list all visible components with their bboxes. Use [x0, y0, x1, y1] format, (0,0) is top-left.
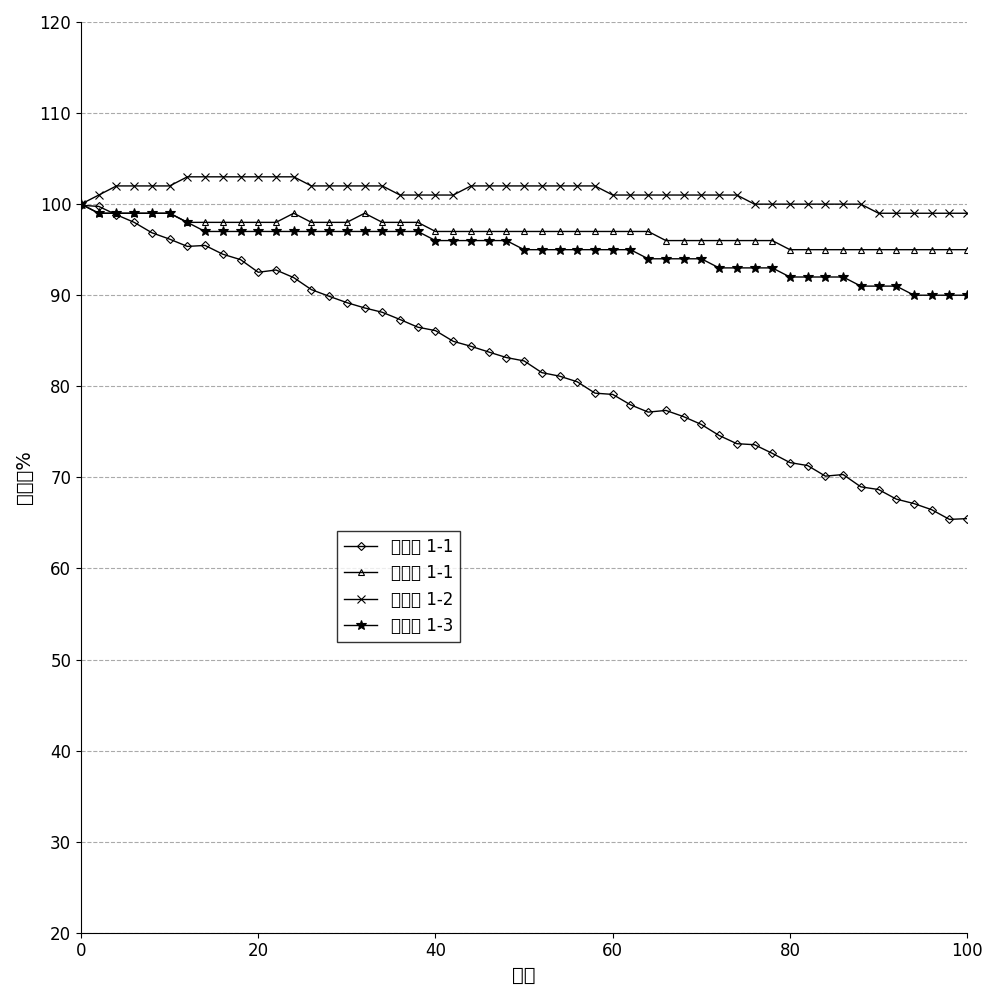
比较例 1-1: [270, 264, 282, 276]
实施例 1-2: [287, 171, 299, 183]
Line: 比较例 1-1: 比较例 1-1: [78, 203, 970, 522]
实施例 1-1: [270, 216, 282, 228]
比较例 1-1: [341, 297, 353, 309]
实施例 1-1: [358, 207, 370, 219]
实施例 1-3: [358, 225, 370, 237]
实施例 1-2: [75, 198, 87, 210]
实施例 1-3: [341, 225, 353, 237]
Line: 实施例 1-2: 实施例 1-2: [77, 173, 971, 217]
实施例 1-2: [731, 189, 743, 201]
实施例 1-1: [75, 198, 87, 210]
实施例 1-2: [376, 180, 388, 192]
实施例 1-1: [784, 244, 796, 256]
实施例 1-1: [660, 235, 672, 247]
实施例 1-2: [678, 189, 690, 201]
X-axis label: 循环: 循环: [512, 966, 536, 985]
实施例 1-3: [75, 198, 87, 210]
Line: 实施例 1-1: 实施例 1-1: [78, 201, 971, 253]
实施例 1-3: [714, 262, 726, 274]
比较例 1-1: [926, 504, 938, 516]
实施例 1-2: [872, 207, 884, 219]
实施例 1-3: [660, 253, 672, 265]
实施例 1-2: [961, 207, 973, 219]
比较例 1-1: [660, 404, 672, 416]
Y-axis label: 维持率%: 维持率%: [15, 450, 34, 504]
Line: 实施例 1-3: 实施例 1-3: [76, 199, 972, 300]
实施例 1-1: [714, 235, 726, 247]
比较例 1-1: [714, 429, 726, 441]
实施例 1-3: [270, 225, 282, 237]
实施例 1-1: [943, 244, 955, 256]
比较例 1-1: [75, 199, 87, 211]
实施例 1-1: [341, 216, 353, 228]
实施例 1-2: [182, 171, 194, 183]
实施例 1-3: [961, 289, 973, 301]
Legend: 比较例 1-1, 实施例 1-1, 实施例 1-2, 实施例 1-3: 比较例 1-1, 实施例 1-1, 实施例 1-2, 实施例 1-3: [337, 531, 460, 642]
实施例 1-3: [943, 289, 955, 301]
比较例 1-1: [358, 302, 370, 314]
实施例 1-3: [908, 289, 920, 301]
比较例 1-1: [961, 513, 973, 525]
实施例 1-2: [358, 180, 370, 192]
实施例 1-1: [961, 244, 973, 256]
实施例 1-2: [943, 207, 955, 219]
比较例 1-1: [943, 513, 955, 525]
